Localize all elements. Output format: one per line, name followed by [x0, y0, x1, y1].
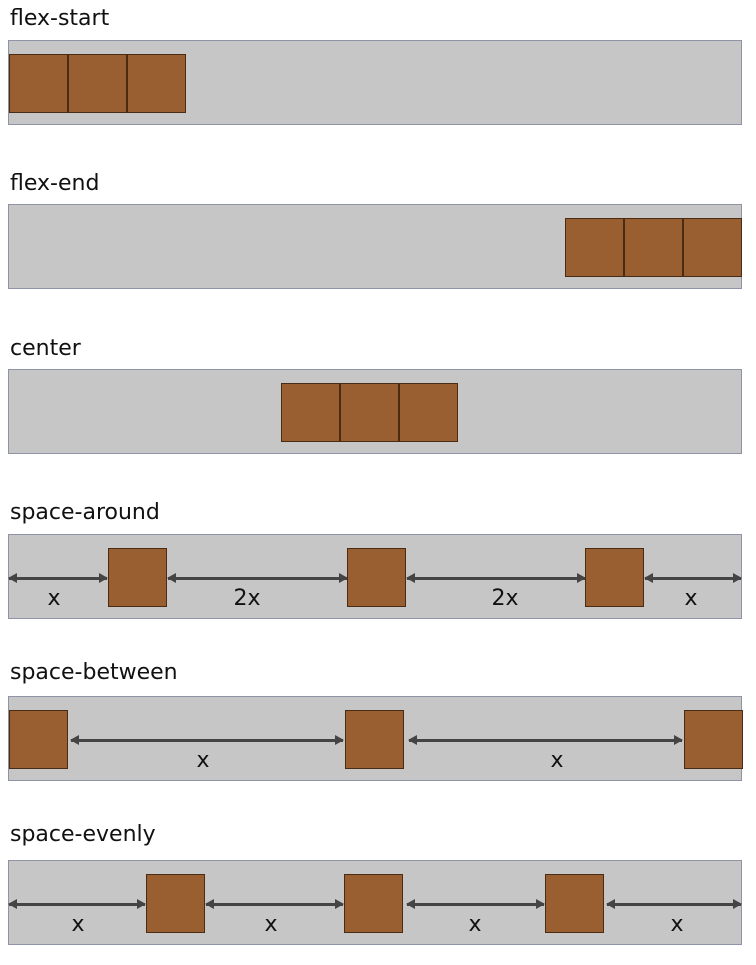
flex-item: [108, 548, 167, 607]
flex-item: [545, 874, 604, 933]
spacing-label: x: [71, 912, 85, 937]
flex-item: [146, 874, 205, 933]
flex-item: [281, 383, 340, 442]
flex-item: [585, 548, 644, 607]
container-space-between: x x: [8, 696, 743, 781]
flex-item: [565, 218, 624, 277]
container-space-around: x 2x 2x x: [8, 534, 742, 619]
spacing-label: x: [47, 586, 61, 611]
container-flex-end: [8, 204, 742, 289]
spacing-label: 2x: [491, 586, 519, 611]
spacing-label: x: [264, 912, 278, 937]
flex-item: [683, 218, 742, 277]
flex-item: [127, 54, 186, 113]
spacing-arrow: [8, 573, 108, 583]
flex-item: [340, 383, 399, 442]
section-title-flex-start: flex-start: [10, 6, 110, 31]
flex-item: [68, 54, 127, 113]
spacing-arrow: [406, 899, 545, 909]
spacing-label: 2x: [233, 586, 261, 611]
flex-item: [344, 874, 403, 933]
container-center: [8, 369, 742, 454]
spacing-arrow: [606, 899, 742, 909]
spacing-label: x: [670, 912, 684, 937]
section-title-space-evenly: space-evenly: [10, 822, 156, 847]
flex-item: [684, 710, 743, 769]
spacing-label: x: [550, 748, 564, 773]
flex-item: [9, 54, 68, 113]
flex-item: [345, 710, 404, 769]
spacing-arrow: [408, 735, 683, 745]
section-title-center: center: [10, 336, 81, 361]
spacing-arrow: [167, 573, 348, 583]
section-title-space-around: space-around: [10, 500, 160, 525]
spacing-arrow: [70, 735, 344, 745]
spacing-label: x: [468, 912, 482, 937]
flex-item: [624, 218, 683, 277]
flex-item: [9, 710, 68, 769]
flex-item: [347, 548, 406, 607]
spacing-arrow: [406, 573, 586, 583]
spacing-label: x: [196, 748, 210, 773]
section-title-flex-end: flex-end: [10, 171, 100, 196]
spacing-arrow: [205, 899, 344, 909]
container-flex-start: [8, 40, 742, 125]
spacing-arrow: [8, 899, 146, 909]
spacing-label: x: [684, 586, 698, 611]
section-title-space-between: space-between: [10, 660, 178, 685]
spacing-arrow: [644, 573, 742, 583]
container-space-evenly: x x x x: [8, 860, 742, 945]
flex-item: [399, 383, 458, 442]
